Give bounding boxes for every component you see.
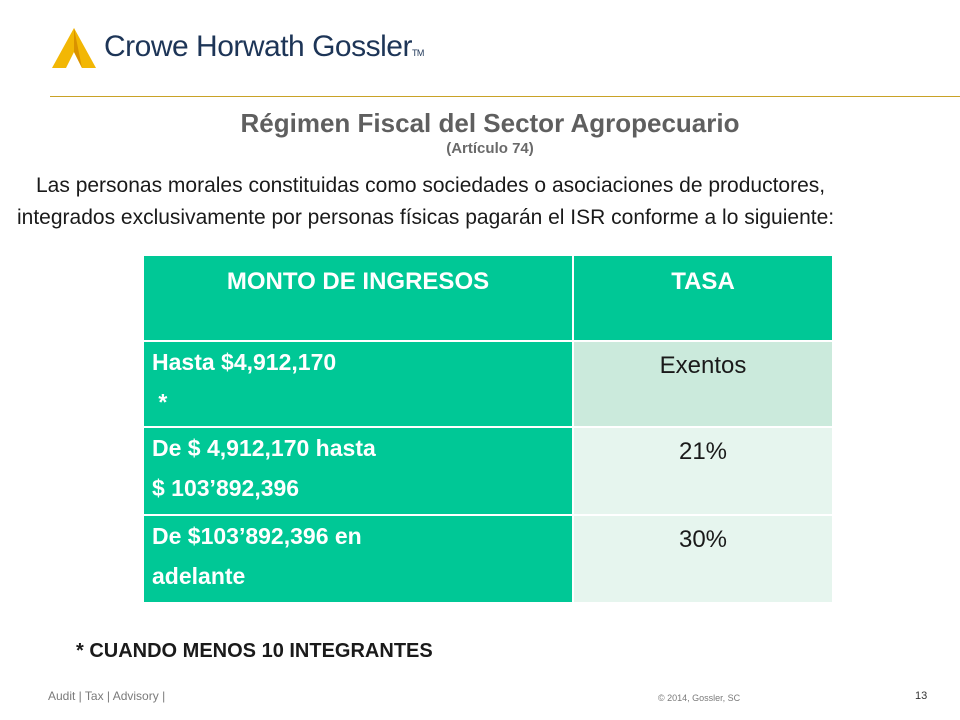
footnote: * CUANDO MENOS 10 INTEGRANTES [76, 640, 433, 662]
column-header-monto: MONTO DE INGRESOS [142, 254, 574, 342]
logo-wordmark: Crowe Horwath GosslerTM [104, 30, 425, 63]
monto-cell: Hasta $4,912,170 * [142, 340, 574, 428]
crowe-triangle-logo-icon [52, 28, 96, 68]
column-header-tasa: TASA [572, 254, 834, 342]
footer-copyright: © 2014, Gossler, SC [658, 693, 741, 703]
page-title: Régimen Fiscal del Sector Agropecuario [240, 108, 740, 138]
table-row: De $103’892,396 en adelante 30% [142, 514, 834, 604]
footer-services: Audit | Tax | Advisory | [48, 689, 166, 703]
intro-line-2: integrados exclusivamente por personas f… [17, 206, 835, 229]
header-divider [50, 96, 960, 97]
table-row: Hasta $4,912,170 * Exentos [142, 340, 834, 428]
page-subtitle: (Artículo 74) [446, 140, 534, 157]
intro-line-1: Las personas morales constituidas como s… [36, 174, 826, 197]
monto-cell: De $103’892,396 en adelante [142, 514, 574, 604]
tasa-cell: 21% [572, 426, 834, 516]
tasa-cell: 30% [572, 514, 834, 604]
logo-trademark: TM [411, 48, 425, 58]
monto-cell: De $ 4,912,170 hasta $ 103’892,396 [142, 426, 574, 516]
company-logo: Crowe Horwath GosslerTM [52, 26, 424, 70]
tasa-cell: Exentos [572, 340, 834, 428]
table-row: De $ 4,912,170 hasta $ 103’892,396 21% [142, 426, 834, 516]
page-number: 13 [915, 690, 928, 702]
table-header-row: MONTO DE INGRESOS TASA [142, 254, 834, 342]
tax-rate-table: MONTO DE INGRESOS TASA Hasta $4,912,170 … [142, 254, 834, 604]
